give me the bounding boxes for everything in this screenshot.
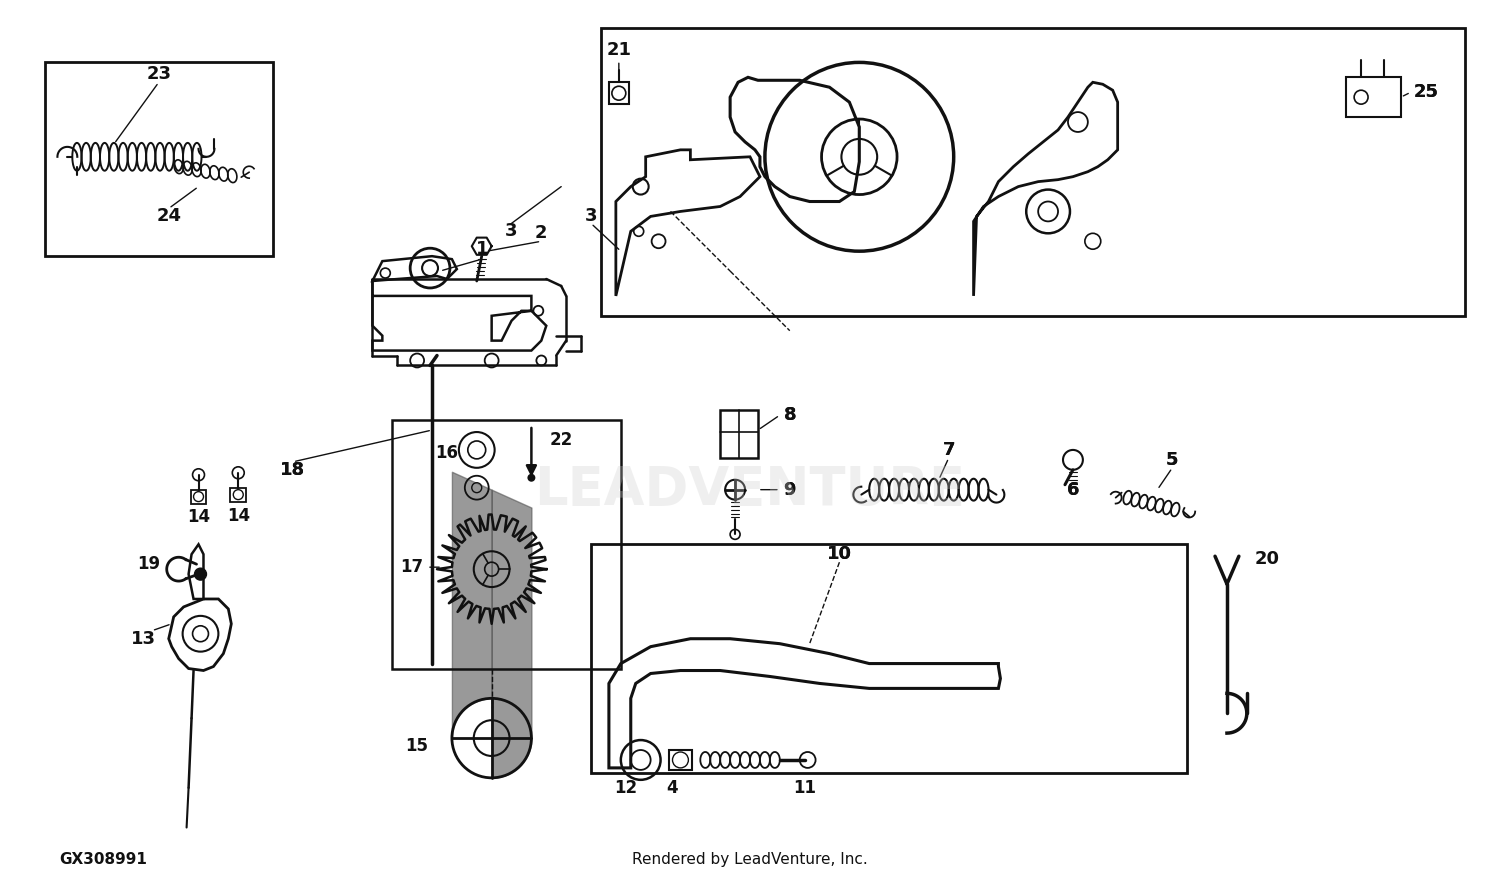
Text: 25: 25 bbox=[1413, 83, 1438, 102]
Text: 2: 2 bbox=[536, 224, 548, 243]
Text: 9: 9 bbox=[783, 481, 796, 498]
Text: 9: 9 bbox=[783, 481, 796, 498]
Text: Rendered by LeadVenture, Inc.: Rendered by LeadVenture, Inc. bbox=[632, 851, 868, 867]
Bar bbox=[669, 750, 693, 770]
Text: 13: 13 bbox=[132, 630, 156, 647]
Bar bbox=[720, 410, 758, 458]
Text: 16: 16 bbox=[435, 444, 459, 462]
Text: 6: 6 bbox=[1066, 481, 1078, 498]
Text: 1: 1 bbox=[476, 240, 488, 258]
Bar bbox=[231, 488, 246, 502]
Text: 5: 5 bbox=[1166, 451, 1179, 469]
Text: 8: 8 bbox=[783, 406, 796, 424]
Text: 21: 21 bbox=[606, 41, 631, 60]
Text: 15: 15 bbox=[405, 737, 429, 755]
Text: 11: 11 bbox=[794, 779, 816, 797]
Text: 18: 18 bbox=[280, 461, 306, 479]
Text: 10: 10 bbox=[827, 545, 852, 563]
Bar bbox=[45, 62, 273, 256]
Text: 7: 7 bbox=[942, 441, 956, 459]
Text: 14: 14 bbox=[188, 508, 210, 526]
Text: 7: 7 bbox=[942, 441, 956, 459]
Text: 25: 25 bbox=[1413, 83, 1438, 102]
Text: 23: 23 bbox=[147, 66, 171, 83]
Text: 6: 6 bbox=[1066, 481, 1078, 498]
Circle shape bbox=[195, 569, 207, 580]
Text: 20: 20 bbox=[1254, 550, 1280, 569]
Bar bbox=[591, 544, 1186, 773]
Text: 22: 22 bbox=[549, 431, 573, 449]
Text: 5: 5 bbox=[1166, 451, 1179, 469]
Bar bbox=[602, 28, 1466, 315]
Bar bbox=[609, 82, 628, 104]
Bar bbox=[1346, 77, 1401, 117]
Text: 18: 18 bbox=[280, 461, 306, 479]
Text: 3: 3 bbox=[585, 208, 597, 225]
Text: 8: 8 bbox=[783, 406, 796, 424]
Text: 14: 14 bbox=[226, 506, 251, 525]
Text: 24: 24 bbox=[156, 208, 182, 225]
Text: 12: 12 bbox=[614, 779, 638, 797]
Text: LEADVENTURE: LEADVENTURE bbox=[534, 463, 966, 516]
Text: 10: 10 bbox=[827, 545, 852, 563]
Text: 19: 19 bbox=[138, 555, 160, 573]
Text: 17: 17 bbox=[400, 558, 423, 576]
Circle shape bbox=[528, 474, 536, 482]
Text: 3: 3 bbox=[506, 223, 518, 240]
Bar bbox=[393, 420, 621, 668]
Text: GX308991: GX308991 bbox=[60, 851, 147, 867]
Bar bbox=[190, 490, 207, 504]
Text: 4: 4 bbox=[666, 779, 678, 797]
